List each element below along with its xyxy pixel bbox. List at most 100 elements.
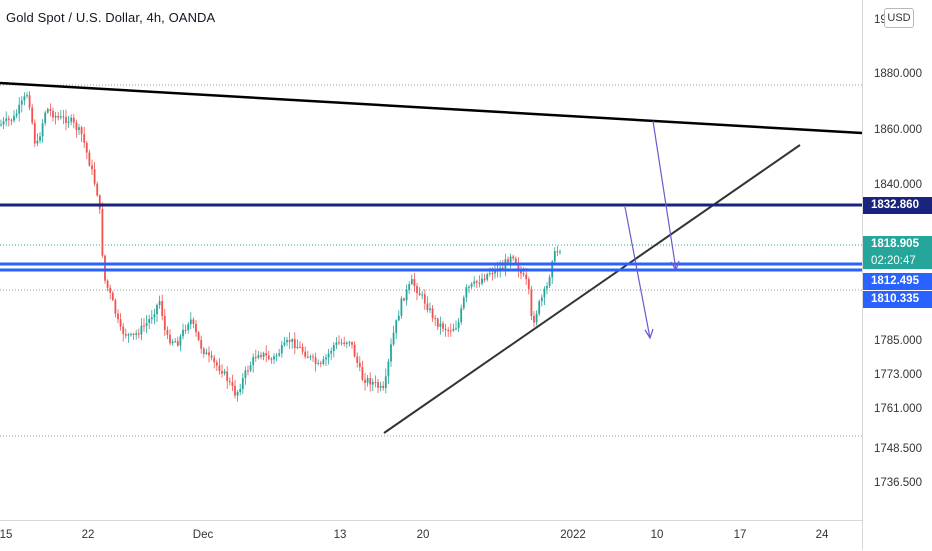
candle-body [44, 112, 47, 124]
candle-body [106, 280, 109, 288]
candle-body [10, 119, 13, 121]
candle-body [18, 104, 21, 114]
candle-body [317, 362, 320, 364]
candle-body [189, 319, 192, 325]
candle-body [340, 342, 343, 344]
candle-body [439, 323, 442, 327]
ascending-trendline[interactable] [383, 144, 801, 434]
candle-body [7, 118, 10, 120]
candle-body [309, 356, 312, 358]
time-tick: 13 [333, 529, 347, 541]
candle-body [59, 116, 62, 118]
time-tick: 22 [81, 529, 95, 541]
candle-body [538, 301, 541, 314]
candle-body [522, 273, 525, 275]
candle-body [36, 140, 39, 144]
arrow-down-icon[interactable] [624, 206, 654, 340]
candle-body [179, 336, 182, 346]
candle-body [119, 319, 122, 327]
candle-body [239, 389, 242, 393]
candle-body [101, 209, 104, 256]
descending-trendline[interactable] [0, 81, 862, 135]
candle-body [117, 313, 119, 320]
chart-canvas[interactable] [0, 0, 862, 520]
arrow-down-icon[interactable] [652, 120, 680, 272]
candle-body [486, 274, 489, 280]
candle-body [397, 315, 400, 321]
candle-body [413, 279, 416, 287]
candle-body [470, 283, 473, 287]
currency-button[interactable]: USD [884, 8, 914, 28]
candle-body [75, 122, 78, 130]
candle-body [525, 274, 528, 280]
candle-body [410, 279, 413, 284]
candle-body [319, 362, 322, 364]
support-upper-price-label: 1812.495 [863, 273, 932, 290]
candle-body [104, 255, 106, 281]
candle-body [208, 352, 210, 356]
candle-body [171, 341, 174, 344]
candle-body [517, 263, 520, 271]
candle-body [483, 278, 486, 280]
candle-body [322, 359, 325, 364]
candle-body [332, 345, 335, 351]
candle-body [382, 385, 385, 389]
candle-body [501, 267, 504, 269]
candle-body [452, 328, 455, 331]
candle-body [91, 165, 93, 170]
candle-body [426, 303, 429, 310]
candle-body [473, 281, 476, 284]
candle-body [132, 333, 135, 335]
candle-body [215, 362, 218, 366]
candle-body [140, 325, 143, 335]
candle-body [514, 258, 517, 264]
candle-body [262, 353, 265, 357]
candle-body [455, 328, 457, 330]
candle-body [267, 355, 270, 360]
candle-body [202, 348, 205, 354]
candle-body [46, 109, 49, 113]
candle-body [174, 341, 177, 343]
candle-body [481, 278, 483, 284]
time-tick: 20 [416, 529, 430, 541]
candle-body [153, 314, 156, 318]
candle-body [28, 95, 31, 108]
candle-body [67, 121, 70, 124]
time-tick: Dec [192, 529, 214, 541]
candle-body [283, 342, 286, 346]
candle-body [512, 256, 515, 259]
candle-body [387, 361, 390, 377]
candle-body [280, 345, 283, 354]
candle-body [122, 326, 125, 335]
candle-body [70, 117, 73, 122]
time-tick: 24 [815, 529, 829, 541]
candle-body [62, 116, 65, 118]
candle-body [488, 273, 491, 275]
candle-body [96, 183, 99, 196]
candle-body [436, 318, 439, 327]
candle-body [364, 379, 366, 383]
candle-body [345, 342, 348, 345]
candle-body [507, 259, 509, 263]
candle-body [429, 308, 431, 310]
candle-body [299, 346, 301, 348]
candle-body [351, 342, 353, 345]
candle-body [358, 362, 361, 368]
price-tick: 1860.000 [874, 124, 922, 136]
candle-body [520, 270, 522, 274]
candle-body [226, 371, 229, 382]
candle-body [33, 122, 36, 144]
candle-body [236, 392, 239, 396]
candle-body [369, 378, 372, 385]
time-axis[interactable]: 15 22 Dec 13 20 2022 10 17 24 [0, 520, 862, 551]
candle-body [260, 355, 262, 357]
chart-pane[interactable]: Gold Spot / U.S. Dollar, 4h, OANDA [0, 0, 862, 520]
candle-body [543, 288, 546, 298]
candle-body [145, 323, 148, 326]
candle-body [80, 127, 83, 135]
candle-body [314, 357, 317, 364]
price-axis[interactable]: 19 USD 1880.000 1860.000 1840.000 1785.0… [862, 0, 932, 550]
candle-body [49, 109, 52, 111]
candle-body [418, 293, 421, 295]
candle-body [254, 357, 257, 359]
